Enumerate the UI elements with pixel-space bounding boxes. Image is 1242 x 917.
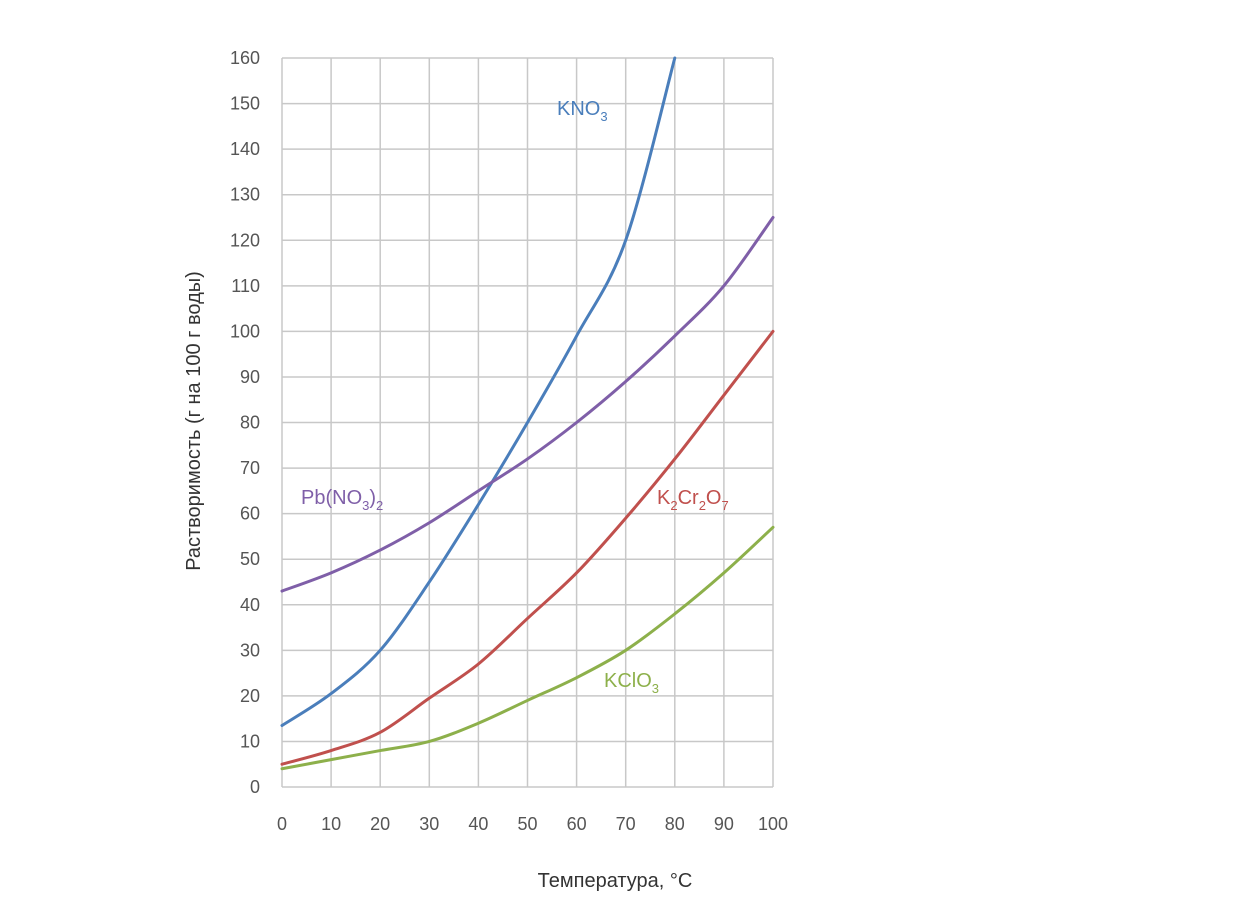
x-tick-label: 70 bbox=[616, 814, 636, 834]
y-tick-label: 60 bbox=[240, 504, 260, 524]
x-tick-label: 90 bbox=[714, 814, 734, 834]
x-tick-label: 10 bbox=[321, 814, 341, 834]
x-tick-label: 100 bbox=[758, 814, 788, 834]
series-line-k2cr2o7 bbox=[280, 329, 775, 766]
y-tick-label: 40 bbox=[240, 595, 260, 615]
y-tick-label: 10 bbox=[240, 731, 260, 751]
y-tick-label: 110 bbox=[231, 276, 260, 296]
y-tick-label: 20 bbox=[240, 686, 260, 706]
series-labels: KNO3 Pb(NO3)2 K2Cr2O7 KClO3 bbox=[301, 98, 729, 696]
series-label-k2cr2o7: K2Cr2O7 bbox=[657, 487, 729, 513]
y-tick-label: 80 bbox=[240, 413, 260, 433]
y-tick-label: 70 bbox=[240, 458, 260, 478]
y-tick-label: 30 bbox=[240, 640, 260, 660]
grid-lines bbox=[281, 57, 774, 788]
x-tick-labels: 0 10 20 30 40 50 60 70 80 90 100 bbox=[277, 814, 788, 834]
y-tick-label: 90 bbox=[240, 367, 260, 387]
x-tick-label: 60 bbox=[567, 814, 587, 834]
x-axis-title: Температура, °C bbox=[538, 870, 693, 892]
series-lines bbox=[280, 56, 775, 771]
y-tick-label: 160 bbox=[230, 48, 260, 68]
y-tick-label: 150 bbox=[230, 94, 260, 114]
series-line-kclo3 bbox=[280, 525, 775, 771]
y-tick-label: 50 bbox=[240, 549, 260, 569]
y-tick-label: 0 bbox=[250, 777, 260, 797]
y-tick-label: 100 bbox=[230, 321, 260, 341]
x-tick-label: 0 bbox=[277, 814, 287, 834]
x-tick-label: 40 bbox=[468, 814, 488, 834]
x-tick-label: 30 bbox=[419, 814, 439, 834]
x-tick-label: 80 bbox=[665, 814, 685, 834]
y-tick-label: 120 bbox=[230, 230, 260, 250]
series-line-pb-no3-2 bbox=[280, 215, 775, 593]
y-tick-labels: 0 10 20 30 40 50 60 70 80 90 100 110 120 130 140 150 160 bbox=[230, 48, 260, 797]
x-tick-label: 50 bbox=[517, 814, 537, 834]
y-tick-label: 140 bbox=[230, 139, 260, 159]
series-label-pb-no3-2: Pb(NO3)2 bbox=[301, 487, 383, 513]
y-tick-label: 130 bbox=[230, 185, 260, 205]
x-tick-label: 20 bbox=[370, 814, 390, 834]
series-label-kclo3: KClO3 bbox=[604, 670, 659, 696]
y-axis-title: Растворимость (г на 100 г воды) bbox=[183, 271, 205, 571]
series-label-kno3: KNO3 bbox=[557, 98, 608, 124]
